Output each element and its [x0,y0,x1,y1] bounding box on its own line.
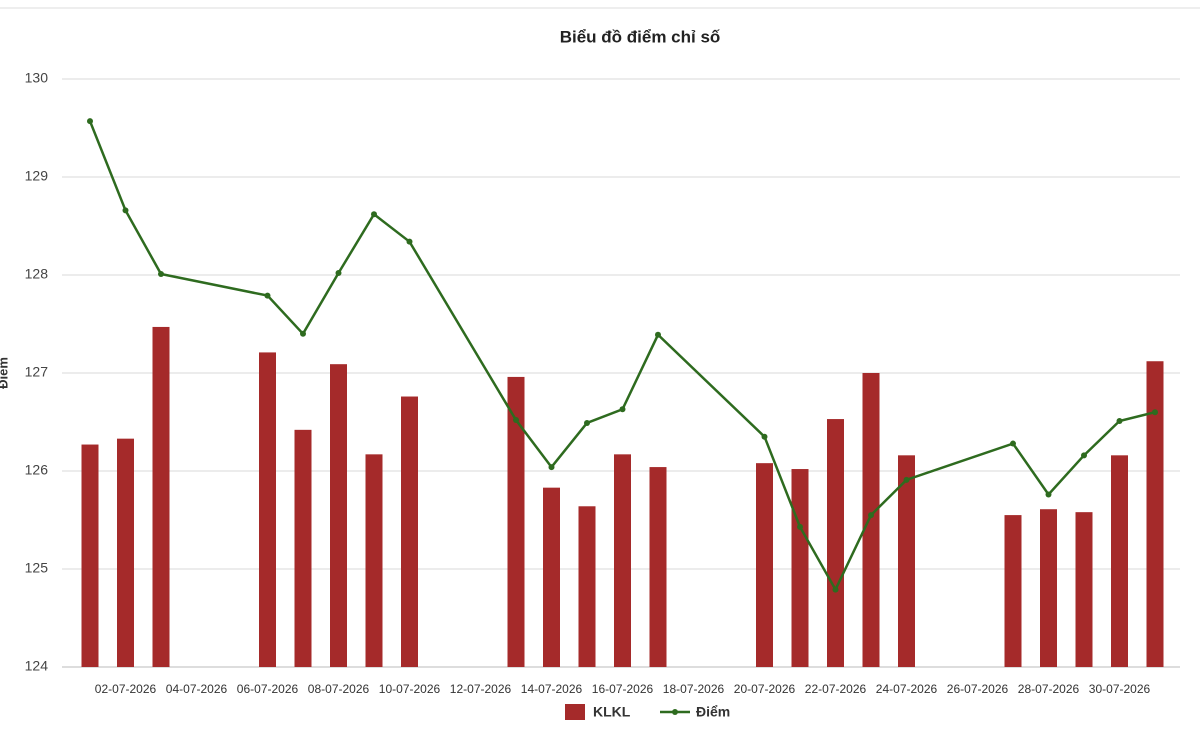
x-tick-label: 20-07-2026 [734,682,796,696]
legend-swatch-dot [672,709,678,715]
y-axis-label: Điểm [0,357,10,389]
line-point [1045,491,1052,498]
line-point [619,406,626,413]
x-tick-label: 06-07-2026 [237,682,299,696]
y-tick-label: 128 [25,266,49,282]
bar [507,376,525,667]
line-point [903,476,910,483]
x-tick-label: 02-07-2026 [95,682,157,696]
line-point [797,523,803,530]
bar [862,373,880,667]
x-tick-label: 04-07-2026 [166,682,228,696]
line-point [548,464,555,471]
bar [259,352,276,667]
line-point [832,586,839,593]
bar [898,455,915,667]
legend-label: Điểm [696,704,730,720]
line-point [1152,409,1158,416]
x-tick-label: 24-07-2026 [876,682,938,696]
x-tick-label: 08-07-2026 [308,682,370,696]
bar [117,438,134,667]
line-point [1116,418,1123,425]
y-tick-label: 130 [25,70,49,86]
line-point [1081,452,1087,459]
bar [294,429,312,667]
bar [791,469,809,667]
bar [1040,509,1057,667]
bar [81,444,99,667]
line-point [122,207,129,214]
line-point [584,419,590,426]
line-point [655,331,661,338]
bar [756,463,773,667]
bar [152,326,170,667]
line-point [513,417,519,424]
bar [649,467,667,667]
x-tick-label: 22-07-2026 [805,682,867,696]
line-point [406,238,413,245]
line-point [87,118,93,125]
bar [614,454,631,667]
line-point [264,292,271,299]
x-tick-label: 14-07-2026 [521,682,583,696]
y-tick-label: 125 [25,560,49,576]
bar [330,364,347,667]
line-point [335,270,342,277]
bar [1111,455,1128,667]
chart-title: Biểu đồ điểm chỉ số [560,27,721,46]
x-tick-label: 10-07-2026 [379,682,441,696]
y-tick-label: 129 [25,168,49,184]
line-point [1010,440,1016,447]
bar [401,396,418,667]
line-point [761,433,768,440]
x-tick-label: 26-07-2026 [947,682,1009,696]
line-point [300,330,306,337]
x-tick-label: 30-07-2026 [1089,682,1151,696]
line-point [868,512,874,519]
x-tick-label: 12-07-2026 [450,682,512,696]
bar [578,506,596,667]
bar [1146,361,1164,667]
bar [827,419,844,667]
line-point [158,271,164,278]
x-tick-label: 18-07-2026 [663,682,725,696]
y-tick-label: 124 [25,658,49,674]
bar [543,487,560,667]
bar [1075,512,1093,667]
bar [1004,515,1022,667]
y-tick-label: 127 [25,364,49,380]
x-tick-label: 16-07-2026 [592,682,654,696]
x-tick-label: 28-07-2026 [1018,682,1080,696]
bar [365,454,383,667]
legend-label: KLKL [593,704,631,720]
y-tick-label: 126 [25,462,49,478]
line-point [371,211,377,218]
legend-swatch [565,704,585,720]
